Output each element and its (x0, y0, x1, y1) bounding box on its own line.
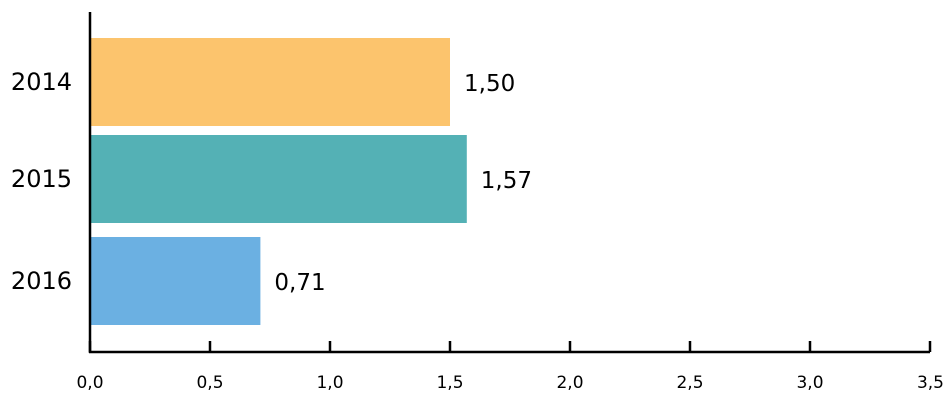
x-ticks-group: 0,0 0,5 1,0 1,5 2,0 2,5 3,0 3,5 (76, 341, 944, 393)
data-label-2015: 1,57 (481, 168, 532, 194)
bar-2015 (90, 135, 467, 223)
data-labels-group: 1,50 1,57 0,71 (274, 71, 532, 296)
bar-2014 (90, 38, 450, 126)
axes-group (88, 12, 930, 354)
bars-group (90, 38, 467, 325)
data-label-2014: 1,50 (464, 71, 515, 97)
x-tick-label: 1,5 (436, 373, 463, 393)
x-tick-label: 3,0 (796, 373, 823, 393)
data-label-2016: 0,71 (274, 270, 325, 296)
x-tick-label: 2,0 (556, 373, 583, 393)
category-label-2014: 2014 (11, 68, 72, 96)
x-tick-label: 2,5 (676, 373, 703, 393)
x-tick-label: 3,5 (917, 373, 944, 393)
category-label-2016: 2016 (11, 267, 72, 295)
x-tick-label: 1,0 (316, 373, 343, 393)
category-label-2015: 2015 (11, 165, 72, 193)
x-tick-label: 0,5 (196, 373, 223, 393)
x-tick-label: 0,0 (76, 373, 103, 393)
category-labels-group: 2014 2015 2016 (11, 68, 72, 295)
bar-2016 (90, 237, 261, 325)
